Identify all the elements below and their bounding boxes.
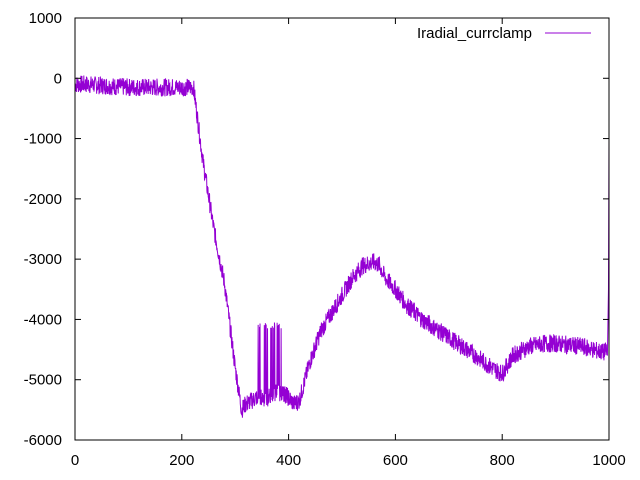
series-line bbox=[74, 75, 610, 418]
y-tick-label: -6000 bbox=[24, 432, 62, 449]
legend: Iradial_currclamp bbox=[417, 25, 591, 42]
x-tick-label: 1000 bbox=[592, 452, 625, 469]
x-tick-label: 200 bbox=[169, 452, 194, 469]
x-tick-label: 0 bbox=[71, 452, 79, 469]
y-tick-label: 1000 bbox=[29, 10, 62, 27]
x-tick-label: 400 bbox=[276, 452, 301, 469]
y-tick-label: -5000 bbox=[24, 372, 62, 389]
y-tick-label: -2000 bbox=[24, 191, 62, 208]
axis-ticks: 0 200 400 600 800 1000 -6000 -5000 -4000 -3000 -20… bbox=[24, 10, 626, 469]
y-tick-label: -4000 bbox=[24, 311, 62, 328]
y-tick-label: 0 bbox=[54, 70, 62, 87]
x-tick-label: 600 bbox=[383, 452, 408, 469]
plot-area bbox=[74, 75, 610, 418]
y-tick-label: -1000 bbox=[24, 131, 62, 148]
legend-label: Iradial_currclamp bbox=[417, 25, 532, 42]
x-tick-label: 800 bbox=[490, 452, 515, 469]
plot-frame bbox=[74, 17, 610, 441]
y-tick-label: -3000 bbox=[24, 251, 62, 268]
